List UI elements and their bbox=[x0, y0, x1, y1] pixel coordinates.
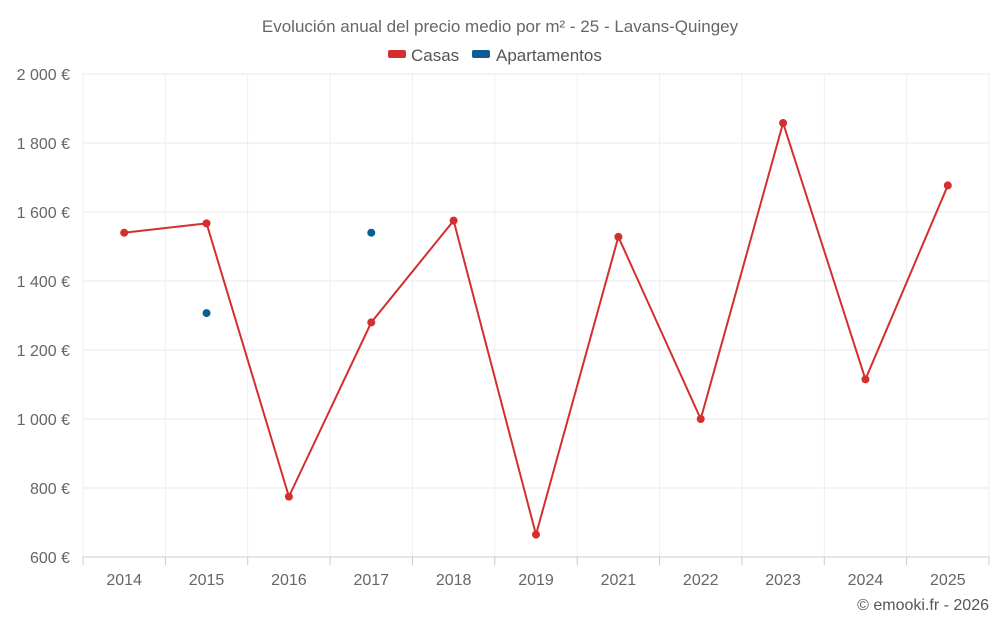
legend-label-apartamentos: Apartamentos bbox=[496, 46, 602, 65]
data-point-casas-2024[interactable] bbox=[861, 375, 870, 384]
credit-text: © emooki.fr - 2026 bbox=[857, 597, 989, 614]
series-points bbox=[120, 118, 952, 539]
y-tick-label: 1 200 € bbox=[17, 343, 70, 360]
data-point-casas-2023[interactable] bbox=[779, 118, 788, 127]
y-tick-label: 1 800 € bbox=[17, 136, 70, 153]
x-tick-label: 2025 bbox=[930, 572, 966, 589]
legend-item-apartamentos[interactable]: Apartamentos bbox=[472, 46, 602, 65]
chart-title: Evolución anual del precio medio por m² … bbox=[262, 17, 739, 36]
data-point-casas-2018[interactable] bbox=[449, 216, 458, 225]
legend-swatch-casas bbox=[388, 50, 406, 58]
data-point-casas-2016[interactable] bbox=[284, 492, 293, 501]
data-point-casas-2014[interactable] bbox=[120, 228, 129, 237]
data-point-casas-2025[interactable] bbox=[943, 181, 952, 190]
gridlines bbox=[82, 73, 990, 558]
y-tick-label: 600 € bbox=[30, 550, 70, 567]
data-point-apartamentos-2017[interactable] bbox=[367, 228, 376, 237]
y-tick-label: 1 000 € bbox=[17, 412, 70, 429]
x-tick-label: 2017 bbox=[353, 572, 389, 589]
x-tick-label: 2015 bbox=[189, 572, 225, 589]
legend: Casas Apartamentos bbox=[388, 46, 602, 65]
x-tick-label: 2019 bbox=[518, 572, 554, 589]
x-tick-label: 2021 bbox=[601, 572, 637, 589]
y-axis: 600 € 800 € 1 000 € 1 200 € 1 400 € 1 600 € 1 … bbox=[17, 67, 70, 567]
data-point-apartamentos-2015[interactable] bbox=[202, 309, 211, 318]
x-tick-label: 2014 bbox=[106, 572, 142, 589]
y-tick-label: 1 400 € bbox=[17, 274, 70, 291]
data-point-casas-2019[interactable] bbox=[532, 530, 540, 539]
y-tick-label: 1 600 € bbox=[17, 205, 70, 222]
data-point-casas-2015[interactable] bbox=[202, 219, 211, 228]
y-tick-label: 2 000 € bbox=[17, 67, 70, 84]
x-axis: 2014 2015 2016 2017 2018 2019 2021 2022 2023 2024… bbox=[82, 556, 990, 589]
data-point-casas-2017[interactable] bbox=[367, 318, 376, 327]
data-point-casas-2022[interactable] bbox=[696, 415, 705, 423]
x-tick-label: 2018 bbox=[436, 572, 472, 589]
data-point-casas-2021[interactable] bbox=[614, 232, 623, 241]
x-tick-label: 2024 bbox=[848, 572, 884, 589]
x-tick-label: 2023 bbox=[765, 572, 801, 589]
legend-label-casas: Casas bbox=[411, 46, 459, 65]
legend-item-casas[interactable]: Casas bbox=[388, 46, 459, 65]
x-tick-label: 2016 bbox=[271, 572, 307, 589]
y-tick-label: 800 € bbox=[30, 481, 70, 498]
legend-swatch-apartamentos bbox=[472, 50, 490, 58]
x-tick-label: 2022 bbox=[683, 572, 719, 589]
